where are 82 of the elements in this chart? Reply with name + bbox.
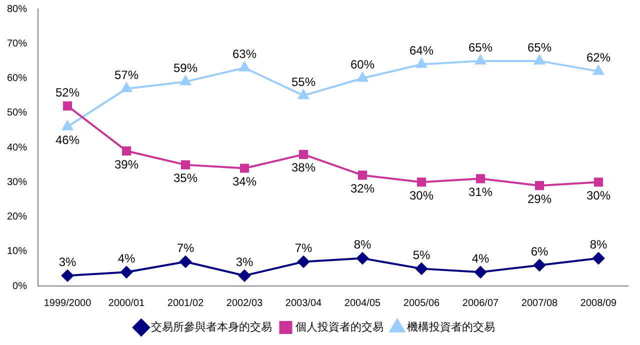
y-tick-label: 0% [12,280,28,292]
data-label: 63% [232,47,257,62]
point [298,90,309,100]
point [416,178,426,187]
data-label: 5% [412,248,431,262]
y-tick-label: 10% [7,246,28,258]
point [298,150,308,159]
point [357,72,368,82]
data-label: 4% [472,251,490,266]
data-label: 8% [354,238,372,252]
point [474,266,487,278]
x-tick-label: 2002/03 [226,298,264,309]
y-tick-label: 20% [7,212,28,222]
data-label: 3% [236,254,254,269]
data-label: 30% [586,188,611,202]
x-tick-label: 2007/08 [521,298,558,309]
point [121,82,132,92]
data-label: 7% [294,241,313,256]
data-label: 8% [590,238,608,252]
point [594,178,604,187]
data-label: 32% [350,182,375,196]
x-tick-label: 2001/02 [167,298,204,309]
point [356,252,369,264]
data-label: 64% [409,44,434,58]
data-label: 57% [114,68,139,82]
x-tick-label: 2003/04 [285,298,322,309]
point [239,62,250,72]
data-label: 30% [409,188,434,202]
point [180,160,190,170]
data-label: 35% [173,171,198,186]
data-label: 65% [527,40,552,54]
point [475,54,486,64]
point [62,120,73,130]
data-label: 38% [291,160,316,175]
data-label: 3% [58,254,77,269]
data-label: 55% [291,74,316,89]
x-tick-label: 2008/09 [580,298,618,309]
data-label: 7% [176,241,195,256]
y-tick-label: 50% [7,108,28,119]
point [593,65,604,75]
point [416,58,427,68]
data-label: 59% [173,61,198,76]
x-tick-label: 2000/01 [108,298,146,309]
data-label: 34% [232,174,257,189]
data-label: 4% [118,251,136,266]
legend-label: 機構投資者的交易 [406,320,495,334]
data-label: 60% [350,58,375,72]
x-tick-label: 1999/2000 [44,298,92,309]
point [120,266,133,278]
y-tick-label: 30% [7,176,28,188]
point [534,259,546,272]
data-label: 6% [530,244,549,259]
data-label: 62% [586,50,611,65]
data-label: 65% [468,40,493,54]
data-label: 31% [468,184,493,199]
x-tick-label: 2006/07 [462,298,500,309]
point [298,256,310,268]
data-label: 52% [56,85,80,100]
point [416,262,428,275]
x-tick-label: 2005/06 [403,298,440,309]
point [62,101,72,110]
y-tick-label: 40% [7,142,28,154]
point [238,270,251,282]
legend-label: 交易所參與者本身的交易 [150,320,272,334]
point [122,146,132,156]
data-label: 39% [114,157,139,172]
point [534,181,544,190]
y-tick-label: 60% [7,73,28,84]
y-tick-label: 70% [7,38,28,50]
x-tick-label: 2004/05 [344,298,382,309]
point [180,76,191,86]
y-tick-label: 80% [7,4,28,15]
point [62,270,74,282]
point [180,256,192,268]
data-label: 29% [527,192,552,206]
point [358,170,368,180]
point [240,164,250,173]
point [592,252,604,264]
point [534,54,545,64]
point [476,174,486,184]
legend-label: 個人投資者的交易 [295,320,384,334]
data-label: 46% [56,133,80,148]
